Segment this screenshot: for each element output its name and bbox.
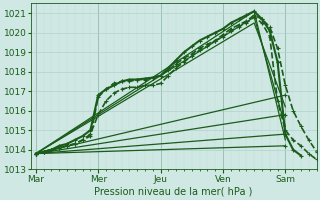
X-axis label: Pression niveau de la mer( hPa ): Pression niveau de la mer( hPa ) — [94, 187, 253, 197]
